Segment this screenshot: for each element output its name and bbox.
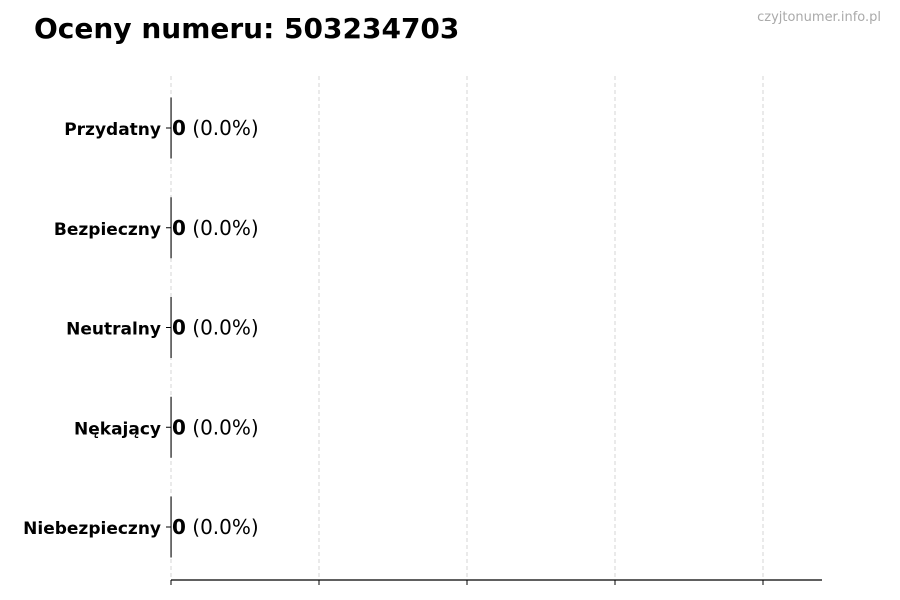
- data-label-percent: (0.0%): [186, 316, 259, 340]
- data-label-count: 0: [172, 116, 186, 140]
- data-label: 0 (0.0%): [172, 116, 259, 140]
- watermark: czyjtonumer.info.pl: [757, 10, 881, 25]
- data-label: 0 (0.0%): [172, 415, 259, 439]
- data-label-percent: (0.0%): [186, 116, 259, 140]
- data-label: 0 (0.0%): [172, 216, 259, 240]
- chart-title: Oceny numeru: 503234703: [34, 12, 460, 45]
- data-label-percent: (0.0%): [186, 415, 259, 439]
- data-label-percent: (0.0%): [186, 515, 259, 539]
- data-label: 0 (0.0%): [172, 515, 259, 539]
- category-label: Niebezpieczny: [23, 519, 161, 539]
- data-label-count: 0: [172, 415, 186, 439]
- category-label: Neutralny: [66, 320, 161, 340]
- category-label: Bezpieczny: [54, 220, 161, 240]
- data-label-count: 0: [172, 515, 186, 539]
- category-label: Nękający: [74, 419, 161, 439]
- category-label: Przydatny: [64, 120, 161, 140]
- data-label: 0 (0.0%): [172, 316, 259, 340]
- data-label-count: 0: [172, 316, 186, 340]
- data-label-count: 0: [172, 216, 186, 240]
- data-label-percent: (0.0%): [186, 216, 259, 240]
